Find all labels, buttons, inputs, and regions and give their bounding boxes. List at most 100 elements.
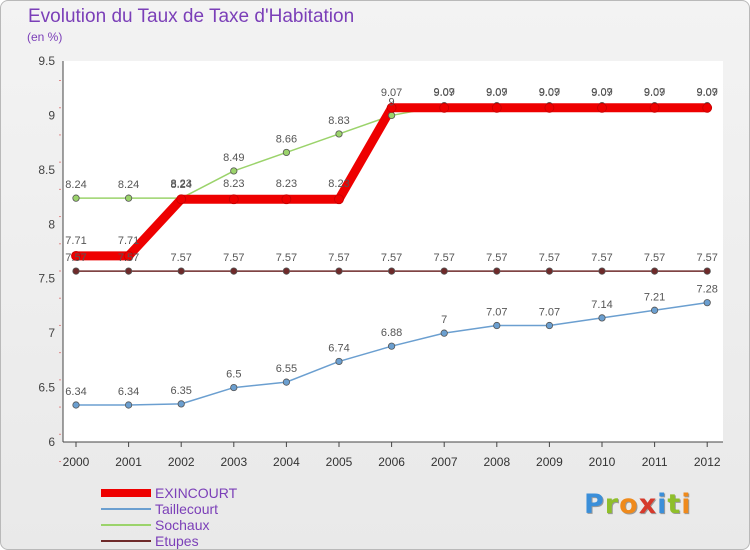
legend-label: Taillecourt [155, 501, 219, 517]
data-label-etupes: 7.57 [170, 252, 191, 264]
data-point-exincourt [491, 102, 502, 113]
data-label-taillecourt: 7 [441, 314, 447, 326]
data-point-taillecourt [440, 329, 448, 337]
data-point-etupes [545, 267, 554, 275]
y-tick-label: 7.5 [38, 272, 55, 286]
y-tick-label: 6.5 [38, 381, 55, 395]
data-point-taillecourt [598, 314, 606, 322]
data-label-exincourt: 9.07 [539, 87, 560, 99]
data-label-etupes: 7.57 [486, 252, 507, 264]
data-point-sochaux [387, 111, 396, 120]
data-point-taillecourt [230, 383, 238, 392]
data-label-exincourt: 7.71 [118, 235, 139, 247]
data-label-taillecourt: 6.5 [226, 369, 241, 381]
x-tick-label: 2006 [378, 455, 405, 469]
legend-swatch [101, 508, 151, 510]
data-point-taillecourt [545, 321, 554, 330]
x-tick-label: 2010 [589, 455, 616, 469]
data-label-etupes: 7.57 [539, 252, 560, 264]
data-label-etupes: 7.57 [65, 252, 86, 264]
data-label-exincourt: 8.23 [276, 178, 297, 190]
y-tick-label: 9.5 [38, 54, 55, 68]
data-label-etupes: 7.57 [118, 252, 139, 264]
x-tick-label: 2008 [483, 455, 510, 469]
x-tick-label: 2000 [63, 455, 90, 469]
data-point-exincourt [386, 102, 397, 113]
data-label-sochaux: 9.09 [539, 87, 560, 99]
x-tick-label: 2001 [115, 455, 142, 469]
data-point-taillecourt [72, 401, 80, 409]
data-point-etupes [650, 267, 659, 275]
data-point-exincourt [439, 102, 450, 113]
data-label-taillecourt: 6.55 [276, 363, 297, 375]
data-point-taillecourt [335, 357, 343, 366]
data-point-etupes [72, 267, 80, 275]
data-point-exincourt [71, 250, 81, 261]
data-label-exincourt: 9.07 [433, 87, 454, 99]
data-label-exincourt: 9.07 [644, 87, 665, 99]
data-label-etupes: 7.57 [276, 252, 297, 264]
data-point-exincourt [176, 194, 187, 205]
brand-letter: i [657, 489, 668, 520]
data-point-exincourt [281, 194, 292, 205]
data-label-etupes: 7.57 [644, 252, 665, 264]
x-tick-label: 2004 [273, 455, 300, 469]
brand-letter: t [667, 489, 682, 520]
legend-label: Etupes [155, 533, 199, 549]
data-point-taillecourt [493, 321, 501, 330]
data-label-sochaux: 8.24 [118, 179, 139, 191]
data-label-sochaux: 8.83 [328, 115, 349, 127]
y-tick-label: 6 [48, 435, 55, 449]
data-label-etupes: 7.57 [433, 252, 454, 264]
data-point-exincourt [702, 102, 713, 113]
data-label-taillecourt: 6.34 [118, 386, 139, 398]
data-label-sochaux: 8.24 [170, 179, 191, 191]
data-label-sochaux: 9.09 [696, 87, 717, 99]
x-tick-label: 2011 [642, 455, 668, 469]
data-label-sochaux: 9.09 [433, 87, 454, 99]
x-tick-label: 2002 [168, 455, 195, 469]
legend-swatch [101, 524, 151, 526]
x-tick-label: 2012 [694, 455, 721, 469]
data-label-etupes: 7.57 [591, 252, 612, 264]
data-label-taillecourt: 6.34 [65, 386, 86, 398]
data-point-taillecourt [177, 400, 185, 408]
data-point-exincourt [597, 102, 607, 113]
data-point-exincourt [544, 102, 555, 113]
brand-letter: o [619, 489, 639, 520]
data-label-sochaux: 8.24 [65, 179, 86, 191]
brand-letter: x [638, 489, 658, 520]
data-label-etupes: 7.57 [381, 252, 402, 264]
x-tick-label: 2007 [431, 455, 458, 469]
data-label-exincourt: 9.07 [381, 87, 402, 99]
data-point-taillecourt [125, 401, 133, 409]
data-label-etupes: 7.57 [223, 252, 244, 264]
data-point-exincourt [123, 250, 134, 261]
data-point-exincourt [334, 194, 344, 205]
data-label-exincourt: 8.23 [328, 178, 349, 190]
data-point-etupes [335, 267, 343, 275]
x-tick-label: 2003 [220, 455, 247, 469]
data-point-taillecourt [387, 342, 396, 350]
data-label-taillecourt: 6.88 [381, 327, 402, 339]
data-point-etupes [598, 267, 606, 275]
data-point-etupes [230, 267, 238, 275]
y-tick-label: 9 [48, 108, 55, 122]
x-tick-label: 2009 [536, 455, 563, 469]
data-point-etupes [440, 267, 448, 275]
data-point-sochaux [72, 194, 80, 202]
data-point-etupes [125, 267, 133, 275]
data-label-exincourt: 9.07 [696, 87, 717, 99]
data-label-taillecourt: 6.35 [170, 385, 191, 397]
data-label-exincourt: 8.23 [223, 178, 244, 190]
data-point-sochaux [335, 130, 343, 138]
data-label-taillecourt: 7.07 [539, 307, 560, 319]
data-label-taillecourt: 7.07 [486, 307, 507, 319]
data-point-sochaux [125, 194, 133, 202]
data-label-exincourt: 8.23 [170, 178, 191, 190]
data-label-exincourt: 9.07 [486, 87, 507, 99]
data-point-etupes [703, 267, 711, 275]
data-label-taillecourt: 7.14 [591, 299, 612, 311]
